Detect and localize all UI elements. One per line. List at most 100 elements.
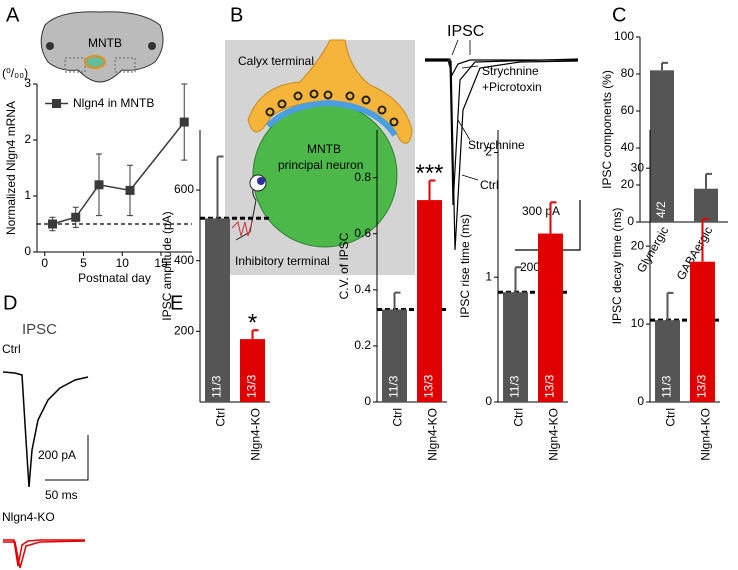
bar-label: 13/3 <box>695 374 709 398</box>
y-axis-label: IPSC rise time (ms) <box>458 214 472 318</box>
ipsc-traces <box>425 39 581 251</box>
diagram-label: MNTB <box>307 142 341 156</box>
panel-letter: D <box>3 292 17 314</box>
y-tick-label: 2 <box>485 145 492 159</box>
marker <box>48 219 57 229</box>
y-tick-label: 80 <box>621 66 635 80</box>
inset-label: MNTB <box>88 36 122 50</box>
x-tick-label: Nlgn4-KO <box>699 408 713 461</box>
x-tick-label: 15 <box>154 256 168 270</box>
trace-title: IPSC <box>22 321 57 338</box>
y-tick-label: 0.6 <box>354 226 371 240</box>
y-tick-label: 60 <box>621 103 635 117</box>
error-bar <box>514 266 522 293</box>
d-traces <box>2 371 89 569</box>
diagram-label: Calyx terminal <box>238 54 314 68</box>
error-bar <box>216 155 224 219</box>
trace-label: Ctrl <box>480 178 499 192</box>
x-tick-label: Ctrl <box>214 408 228 427</box>
x-tick-label: Ctrl <box>664 408 678 427</box>
marker <box>71 212 81 222</box>
error-bar <box>666 291 674 321</box>
error-bar <box>251 329 259 340</box>
x-tick-label: Ctrl <box>391 408 405 427</box>
y-tick-label: 0 <box>485 394 492 408</box>
trace-label: Ctrl <box>2 342 21 356</box>
diagram-label: principal neuron <box>278 158 363 172</box>
error-bar <box>393 291 401 310</box>
y-tick-label: 30 <box>631 160 645 174</box>
marker <box>179 117 189 127</box>
y-tick-label: 0.4 <box>354 282 371 296</box>
y-tick-label: 3 <box>24 76 31 90</box>
marker <box>125 185 135 195</box>
y-tick-label: 2 <box>24 132 31 146</box>
diagram-label: Inhibitory terminal <box>235 254 330 268</box>
bar <box>690 261 715 402</box>
x-tick-label: Nlgn4-KO <box>426 408 440 461</box>
x-tick-label: 0 <box>41 256 48 270</box>
y-tick-label: 400 <box>174 253 194 267</box>
x-tick-label: 10 <box>116 256 130 270</box>
bar-label: 11/3 <box>508 375 522 398</box>
y-tick-label: 1 <box>485 269 492 283</box>
error-bar <box>701 217 709 262</box>
bar-label: 13/3 <box>422 374 436 398</box>
y-tick-label: 200 <box>174 324 194 338</box>
y-tick-label: 0 <box>627 214 634 228</box>
bar-label: 11/3 <box>660 375 674 398</box>
bar <box>650 70 674 222</box>
y-axis-label: C.V. of IPSC <box>337 232 351 299</box>
bar-label: 11/3 <box>387 375 401 398</box>
bar <box>382 309 407 402</box>
y-tick-label: 10 <box>631 316 645 330</box>
x-tick-label: Nlgn4-KO <box>547 408 561 461</box>
bar <box>655 320 680 402</box>
bar <box>240 339 265 402</box>
y-tick-label: 20 <box>621 177 635 191</box>
significance: *** <box>415 160 443 187</box>
scale-label: 200 pA <box>38 448 76 462</box>
bar <box>417 200 442 402</box>
y-tick-label: 1 <box>24 188 31 202</box>
x-axis-label: Postnatal day <box>78 271 151 285</box>
bar <box>694 188 718 222</box>
bar <box>205 218 230 402</box>
bar <box>503 292 528 402</box>
scale-label: 50 ms <box>45 488 78 502</box>
y-tick-label: 0 <box>24 244 31 258</box>
trace-title: IPSC <box>447 23 484 40</box>
y-tick-label: 40 <box>621 140 635 154</box>
legend-label: Nlgn4 in MNTB <box>73 96 154 110</box>
trace-label: +Picrotoxin <box>482 80 542 94</box>
y-tick-label: 600 <box>174 182 194 196</box>
y-axis-label: Normalized Nlgn4 mRNA <box>4 101 18 235</box>
bar-label: 4/2 <box>654 201 668 218</box>
panel-letter: B <box>230 4 243 26</box>
line <box>52 121 185 225</box>
y-unit: (⁰/₀₀) <box>2 66 28 80</box>
brain-inset <box>40 11 164 83</box>
y-axis-label: IPSC components (%) <box>600 70 614 189</box>
y-tick-label: 20 <box>631 238 645 252</box>
neuron-diagram <box>225 39 415 275</box>
error-bar <box>549 201 557 234</box>
panel-letter: C <box>612 4 626 26</box>
panel-letter: E <box>170 292 183 314</box>
bar-label: 11/3 <box>210 375 224 398</box>
y-tick-label: 0 <box>637 394 644 408</box>
bar <box>538 233 563 402</box>
significance: * <box>248 310 257 337</box>
error-bar <box>661 61 668 71</box>
y-axis-label: IPSC decay time (ms) <box>610 208 624 325</box>
bar-label: 13/3 <box>543 374 557 398</box>
bar-label: 13/3 <box>245 374 259 398</box>
y-tick-label: 100 <box>614 29 634 43</box>
error-bar <box>428 179 436 201</box>
y-axis-label: IPSC amplitude (pA) <box>160 211 174 320</box>
error-bar <box>705 172 712 189</box>
y-tick-label: 0 <box>364 394 371 408</box>
y-tick-label: 0.2 <box>354 338 371 352</box>
panel-letter: A <box>6 4 20 26</box>
